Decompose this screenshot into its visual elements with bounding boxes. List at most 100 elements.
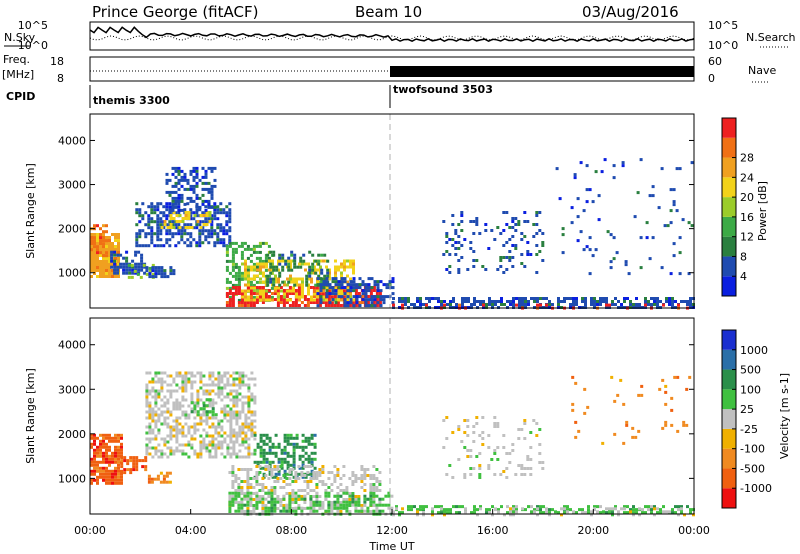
scatter-cell [265, 457, 269, 461]
colorbar-segment [722, 488, 736, 508]
scatter-cell [147, 205, 151, 209]
y-tick-label: 2000 [58, 223, 86, 236]
scatter-cell [184, 371, 188, 375]
scatter-cell [451, 244, 455, 247]
scatter-cell [294, 480, 298, 483]
scatter-cell [223, 404, 227, 408]
scatter-cell [526, 458, 530, 461]
scatter-cell [381, 509, 385, 513]
scatter-cell [198, 241, 202, 245]
scatter-cell [563, 507, 566, 511]
scatter-cell [398, 297, 401, 300]
scatter-cell [680, 300, 683, 303]
scatter-cell [108, 445, 111, 449]
scatter-cell [584, 297, 587, 300]
scatter-cell [154, 266, 158, 270]
scatter-cell [241, 440, 245, 444]
scatter-cell [511, 256, 515, 259]
scatter-cell [90, 260, 93, 263]
scatter-cell [193, 380, 197, 384]
scatter-cell [304, 262, 307, 266]
scatter-cell [320, 253, 324, 257]
scatter-cell [244, 440, 248, 444]
scatter-cell [357, 503, 361, 507]
scatter-cell [195, 214, 199, 218]
scatter-cell [647, 508, 650, 512]
scatter-cell [265, 262, 268, 266]
scatter-cell [502, 211, 506, 214]
scatter-cell [357, 301, 361, 304]
scatter-cell [361, 283, 365, 287]
scatter-cell [387, 503, 391, 507]
scatter-cell [205, 413, 209, 417]
scatter-cell [189, 244, 193, 248]
scatter-cell [137, 268, 141, 272]
scatter-cell [343, 265, 346, 269]
scatter-cell [184, 211, 188, 214]
scatter-cell [535, 211, 539, 214]
scatter-cell [252, 304, 256, 307]
scatter-cell [96, 233, 99, 236]
scatter-cell [541, 241, 545, 244]
scatter-cell [470, 303, 473, 306]
scatter-cell [532, 223, 536, 226]
scatter-cell [120, 481, 123, 485]
scatter-cell [214, 431, 218, 435]
scatter-cell [668, 297, 671, 300]
scatter-cell [151, 428, 155, 432]
scatter-cell [187, 217, 191, 220]
scatter-cell [375, 506, 379, 510]
scatter-cell [172, 449, 176, 453]
scatter-cell [410, 505, 413, 509]
scatter-cell [293, 262, 297, 266]
scatter-cell [262, 292, 265, 296]
scatter-cell [244, 298, 247, 302]
scatter-cell [135, 456, 139, 460]
colorbar-segment [722, 349, 736, 370]
scatter-cell [116, 268, 120, 272]
scatter-cell [364, 286, 368, 290]
scatter-cell [216, 211, 220, 215]
scatter-cell [259, 265, 262, 269]
scatter-cell [297, 504, 301, 507]
scatter-cell [105, 451, 108, 455]
scatter-cell [99, 445, 102, 449]
scatter-cell [205, 419, 209, 423]
scatter-cell [105, 248, 108, 251]
scatter-cell [343, 292, 347, 296]
scatter-cell [303, 304, 307, 307]
scatter-cell [520, 262, 524, 265]
scatter-cell [90, 472, 93, 476]
scatter-cell [186, 196, 190, 200]
scatter-cell [198, 220, 202, 224]
scatter-cell [508, 461, 512, 464]
scatter-cell [330, 504, 334, 507]
scatter-cell [90, 433, 93, 437]
scatter-cell [163, 422, 167, 426]
scatter-cell [511, 443, 515, 446]
scatter-cell [145, 398, 149, 402]
scatter-cell [202, 413, 206, 417]
scatter-cell [346, 301, 350, 305]
scatter-cell [270, 295, 274, 299]
scatter-cell [174, 202, 178, 206]
scatter-cell [324, 497, 328, 501]
scatter-cell [183, 178, 187, 182]
scatter-cell [276, 468, 280, 471]
colorbar-tick-label: 500 [740, 364, 761, 377]
scatter-cell [235, 422, 239, 426]
scatter-cell [367, 283, 371, 287]
scatter-cell [304, 445, 308, 449]
scatter-cell [665, 300, 668, 303]
scatter-cell [240, 253, 244, 257]
scatter-cell [282, 506, 286, 510]
scatter-cell [247, 443, 251, 447]
scatter-cell [395, 507, 398, 511]
scatter-cell [199, 419, 203, 423]
scatter-cell [381, 503, 385, 507]
scatter-cell [369, 503, 373, 507]
scatter-cell [523, 473, 527, 476]
scatter-cell [90, 263, 93, 266]
scatter-cell [217, 425, 221, 429]
